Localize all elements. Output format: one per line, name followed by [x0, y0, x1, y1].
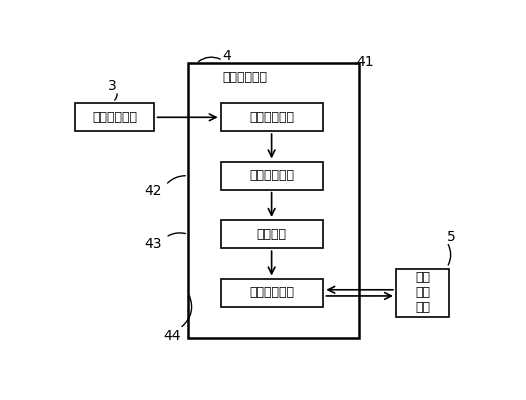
Text: 3: 3 [108, 80, 117, 94]
Bar [396, 269, 449, 317]
Text: 优化排样电路: 优化排样电路 [92, 111, 137, 124]
Text: 4: 4 [222, 49, 231, 63]
Text: 42: 42 [145, 184, 162, 198]
Bar [221, 104, 322, 131]
Text: 数据接收电路: 数据接收电路 [249, 111, 294, 124]
Text: 排产控制电路: 排产控制电路 [249, 286, 294, 299]
Text: 43: 43 [145, 236, 162, 250]
Bar [221, 279, 322, 307]
Text: 41: 41 [357, 55, 374, 69]
Text: 5: 5 [447, 230, 456, 244]
Text: 44: 44 [163, 329, 180, 343]
Text: 计算电路: 计算电路 [257, 228, 287, 241]
Text: 数控
切割
电路: 数控 切割 电路 [415, 271, 430, 314]
Bar [221, 162, 322, 190]
Bar [75, 104, 155, 131]
Bar [188, 64, 359, 338]
Text: 布局分解电路: 布局分解电路 [249, 169, 294, 182]
Text: 切割排产电路: 切割排产电路 [222, 71, 268, 84]
Bar [221, 220, 322, 248]
